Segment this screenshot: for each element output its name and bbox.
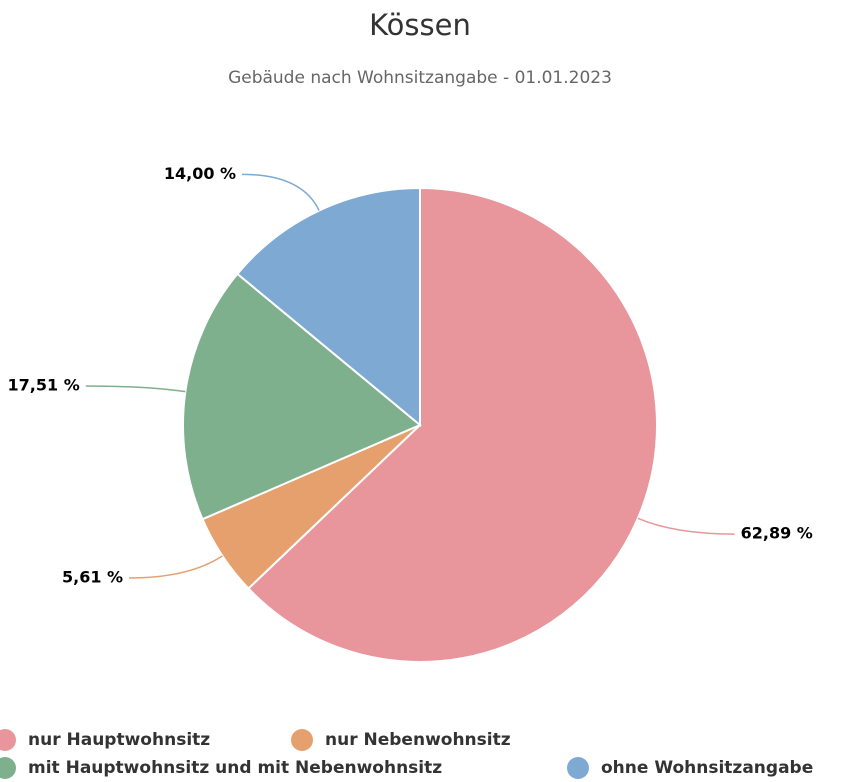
- legend-marker: [291, 729, 313, 751]
- legend-label: mit Hauptwohnsitz und mit Nebenwohnsitz: [28, 758, 442, 778]
- data-label: 5,61 %: [62, 567, 123, 586]
- leader-line: [129, 555, 223, 579]
- leader-line: [637, 517, 735, 535]
- data-label: 62,89 %: [741, 524, 813, 543]
- chart-subtitle: Gebäude nach Wohnsitzangabe - 01.01.2023: [228, 68, 612, 88]
- legend-label: nur Nebenwohnsitz: [325, 730, 511, 750]
- legend-marker: [567, 757, 589, 779]
- legend-marker: [0, 729, 16, 751]
- legend-label: ohne Wohnsitzangabe: [601, 758, 813, 778]
- legend-marker: [0, 757, 16, 779]
- pie-slice: [235, 186, 421, 428]
- legend-label: nur Hauptwohnsitz: [28, 730, 210, 750]
- leader-line: [242, 173, 320, 211]
- pie-slice: [247, 186, 658, 663]
- pie-slice: [182, 272, 422, 521]
- leader-line: [85, 385, 186, 393]
- data-label: 17,51 %: [8, 376, 80, 395]
- chart-title: Kössen: [369, 8, 471, 42]
- data-label: 14,00 %: [164, 164, 236, 183]
